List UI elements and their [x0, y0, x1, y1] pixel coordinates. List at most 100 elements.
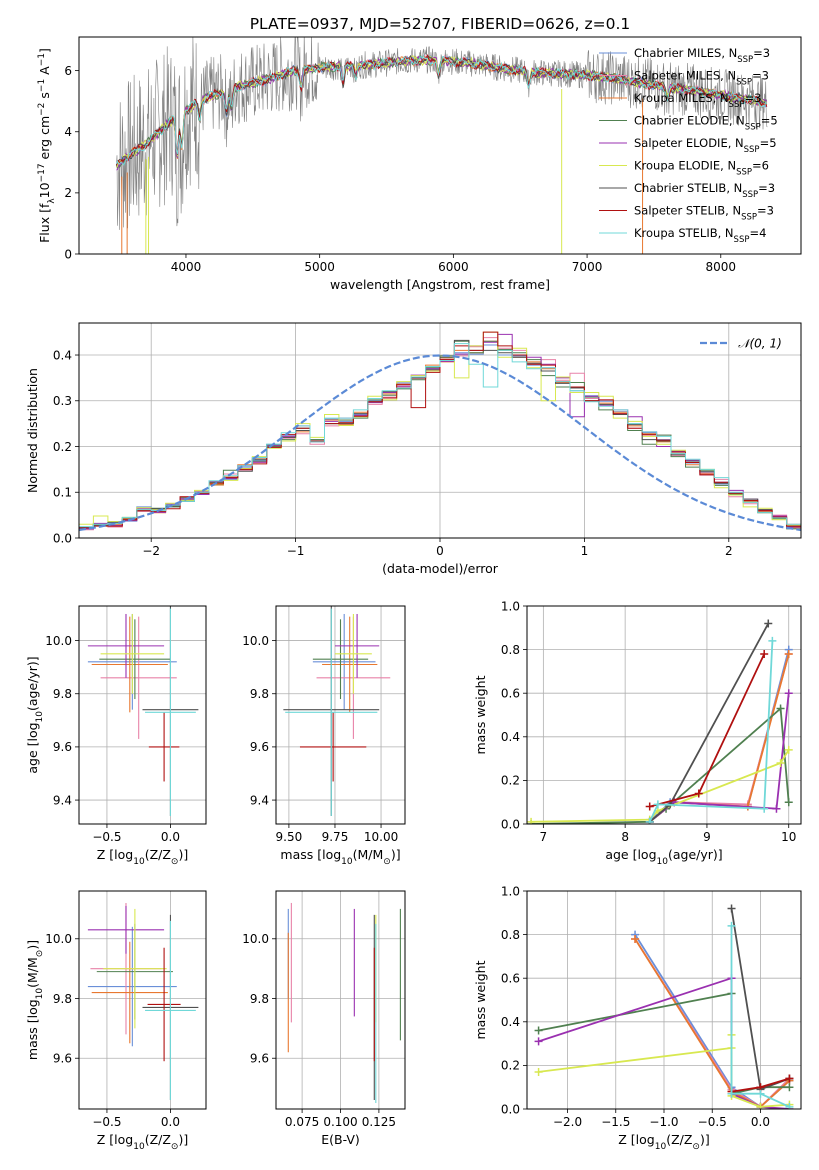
y-tick-label: 0.4: [53, 348, 72, 362]
y-axis-label-part: −1: [37, 79, 47, 92]
legend-entry: Salpeter MILES, NSSP=3: [634, 69, 769, 88]
legend-sub: SSP: [744, 145, 760, 155]
plot-area: [534, 904, 794, 1109]
x-tick-label: 9: [703, 830, 711, 844]
legend-entry: Kroupa STELIB, NSSP=4: [634, 226, 766, 245]
weight-point: [760, 649, 769, 658]
x-tick-label: 7: [540, 830, 548, 844]
x-axis-label-part: 10: [341, 857, 353, 867]
y-tick-label: 9.8: [53, 687, 72, 701]
weight-point: [631, 934, 640, 943]
legend-entry: Kroupa MILES, NSSP=3: [634, 91, 761, 110]
legend-suffix: =3: [757, 204, 774, 218]
x-tick-label: 9.50: [276, 830, 303, 844]
x-tick-label: 8000: [706, 260, 737, 274]
weight-point: [527, 817, 536, 824]
y-tick-label: 9.8: [53, 992, 72, 1006]
y-axis-label: mass weight: [473, 675, 488, 754]
weight-point: [784, 745, 793, 754]
legend-sub: SSP: [737, 55, 753, 65]
weight-point: [784, 649, 793, 658]
y-axis-label-part: ⊙: [35, 950, 45, 958]
weight-point: [764, 619, 773, 628]
x-axis-label: age [log10(age/yr)]: [605, 847, 722, 867]
y-axis-label: mass weight: [473, 960, 488, 1039]
y-tick-label: 9.8: [250, 992, 269, 1006]
weight-point: [653, 800, 662, 809]
x-axis-label-part: ⊙: [171, 857, 179, 867]
y-tick-label: 10.0: [45, 634, 72, 648]
weight-point: [768, 636, 777, 645]
weight-point: [645, 802, 654, 811]
legend-suffix: =4: [749, 226, 766, 240]
y-tick-label: 0.1: [53, 486, 72, 500]
y-axis-label-part: −17: [37, 163, 47, 182]
x-axis-label-part: Z [log: [618, 1132, 654, 1147]
legend-entry: Salpeter ELODIE, NSSP=5: [634, 136, 777, 155]
y-axis-label-part: −2: [37, 103, 47, 116]
weight-point: [727, 904, 736, 913]
x-tick-label: 4000: [171, 260, 202, 274]
legend-entry: Salpeter STELIB, NSSP=3: [634, 204, 774, 223]
weight-series-line: [648, 640, 774, 823]
weight-point: [727, 921, 736, 930]
weight-point: [645, 817, 654, 824]
x-axis-label-part: )]: [700, 1132, 710, 1147]
y-axis-label-part: −1: [37, 53, 47, 66]
y-tick-label: 0.8: [501, 928, 520, 942]
x-tick-label: 10.00: [364, 830, 398, 844]
x-tick-label: 0.125: [362, 1115, 396, 1129]
y-tick-label: 1.0: [501, 884, 520, 898]
x-tick-label: 1: [581, 544, 589, 558]
weight-point: [784, 689, 793, 698]
legend-prefix: Chabrier ELODIE, N: [634, 114, 745, 128]
x-tick-label: −0.5: [92, 830, 121, 844]
legend-suffix: =3: [758, 181, 775, 195]
weight-point: [776, 758, 785, 767]
legend-prefix: Chabrier MILES, N: [634, 46, 737, 60]
legend-prefix: Salpeter MILES, N: [634, 69, 736, 83]
legend-sub: SSP: [734, 235, 750, 245]
x-tick-label: 0.0: [161, 1115, 180, 1129]
legend-suffix: =3: [753, 46, 770, 60]
y-axis-label: mass [log10(M/M⊙)]: [25, 940, 45, 1060]
legend-suffix: =3: [752, 69, 769, 83]
x-axis-label: mass [log10(M/M⊙)]: [280, 847, 400, 867]
y-tick-label: 6: [64, 64, 72, 78]
plot-area: [87, 902, 199, 1101]
y-tick-label: 10.0: [242, 634, 269, 648]
x-axis-label-part: ⊙: [171, 1142, 179, 1152]
y-tick-label: 0: [64, 247, 72, 261]
panel-weight-vs-z: −2.0 −1.5 −1.0 −0.5 0.0 0.0 0.2 0.4 0.6 0.8 1.0 Z […: [473, 884, 802, 1152]
weight-point: [760, 804, 769, 813]
legend-prefix: Kroupa ELODIE, N: [634, 159, 736, 173]
x-tick-label: −1.0: [649, 1115, 678, 1129]
weight-point: [785, 1083, 794, 1092]
gridlines: [527, 890, 801, 1110]
legend-sub: SSP: [736, 168, 752, 178]
legend-sub: SSP: [745, 123, 761, 133]
x-axis-label: E(B-V): [321, 1132, 360, 1147]
weight-point: [785, 1102, 794, 1109]
y-tick-label: 0.0: [53, 531, 72, 545]
axes-frame: [78, 36, 802, 255]
normal-curve: [79, 354, 801, 532]
x-axis-label-part: age [log: [605, 847, 656, 862]
axes-frame: [275, 605, 406, 825]
x-tick-label: −0.5: [92, 1115, 121, 1129]
legend-entry: 𝒩(0, 1): [738, 337, 782, 351]
axes-frame: [78, 605, 207, 825]
y-axis-label-part: s: [37, 92, 52, 103]
y-tick-label: 10.0: [242, 932, 269, 946]
y-tick-label: 0.2: [53, 440, 72, 454]
x-axis-label: wavelength [Angstrom, rest frame]: [330, 277, 550, 292]
y-axis-label: age [log10(age/yr)]: [25, 656, 45, 773]
x-axis-label-part: 10: [655, 1142, 667, 1152]
model-spectrum-line: [115, 54, 768, 166]
panel-spectrum: 4000 5000 6000 7000 8000 0 2 4 6 wavelength [Angs…: [37, 36, 802, 292]
y-tick-label: 0.4: [501, 1015, 520, 1029]
y-tick-label: 0.2: [501, 1059, 520, 1073]
weight-point: [694, 789, 703, 798]
